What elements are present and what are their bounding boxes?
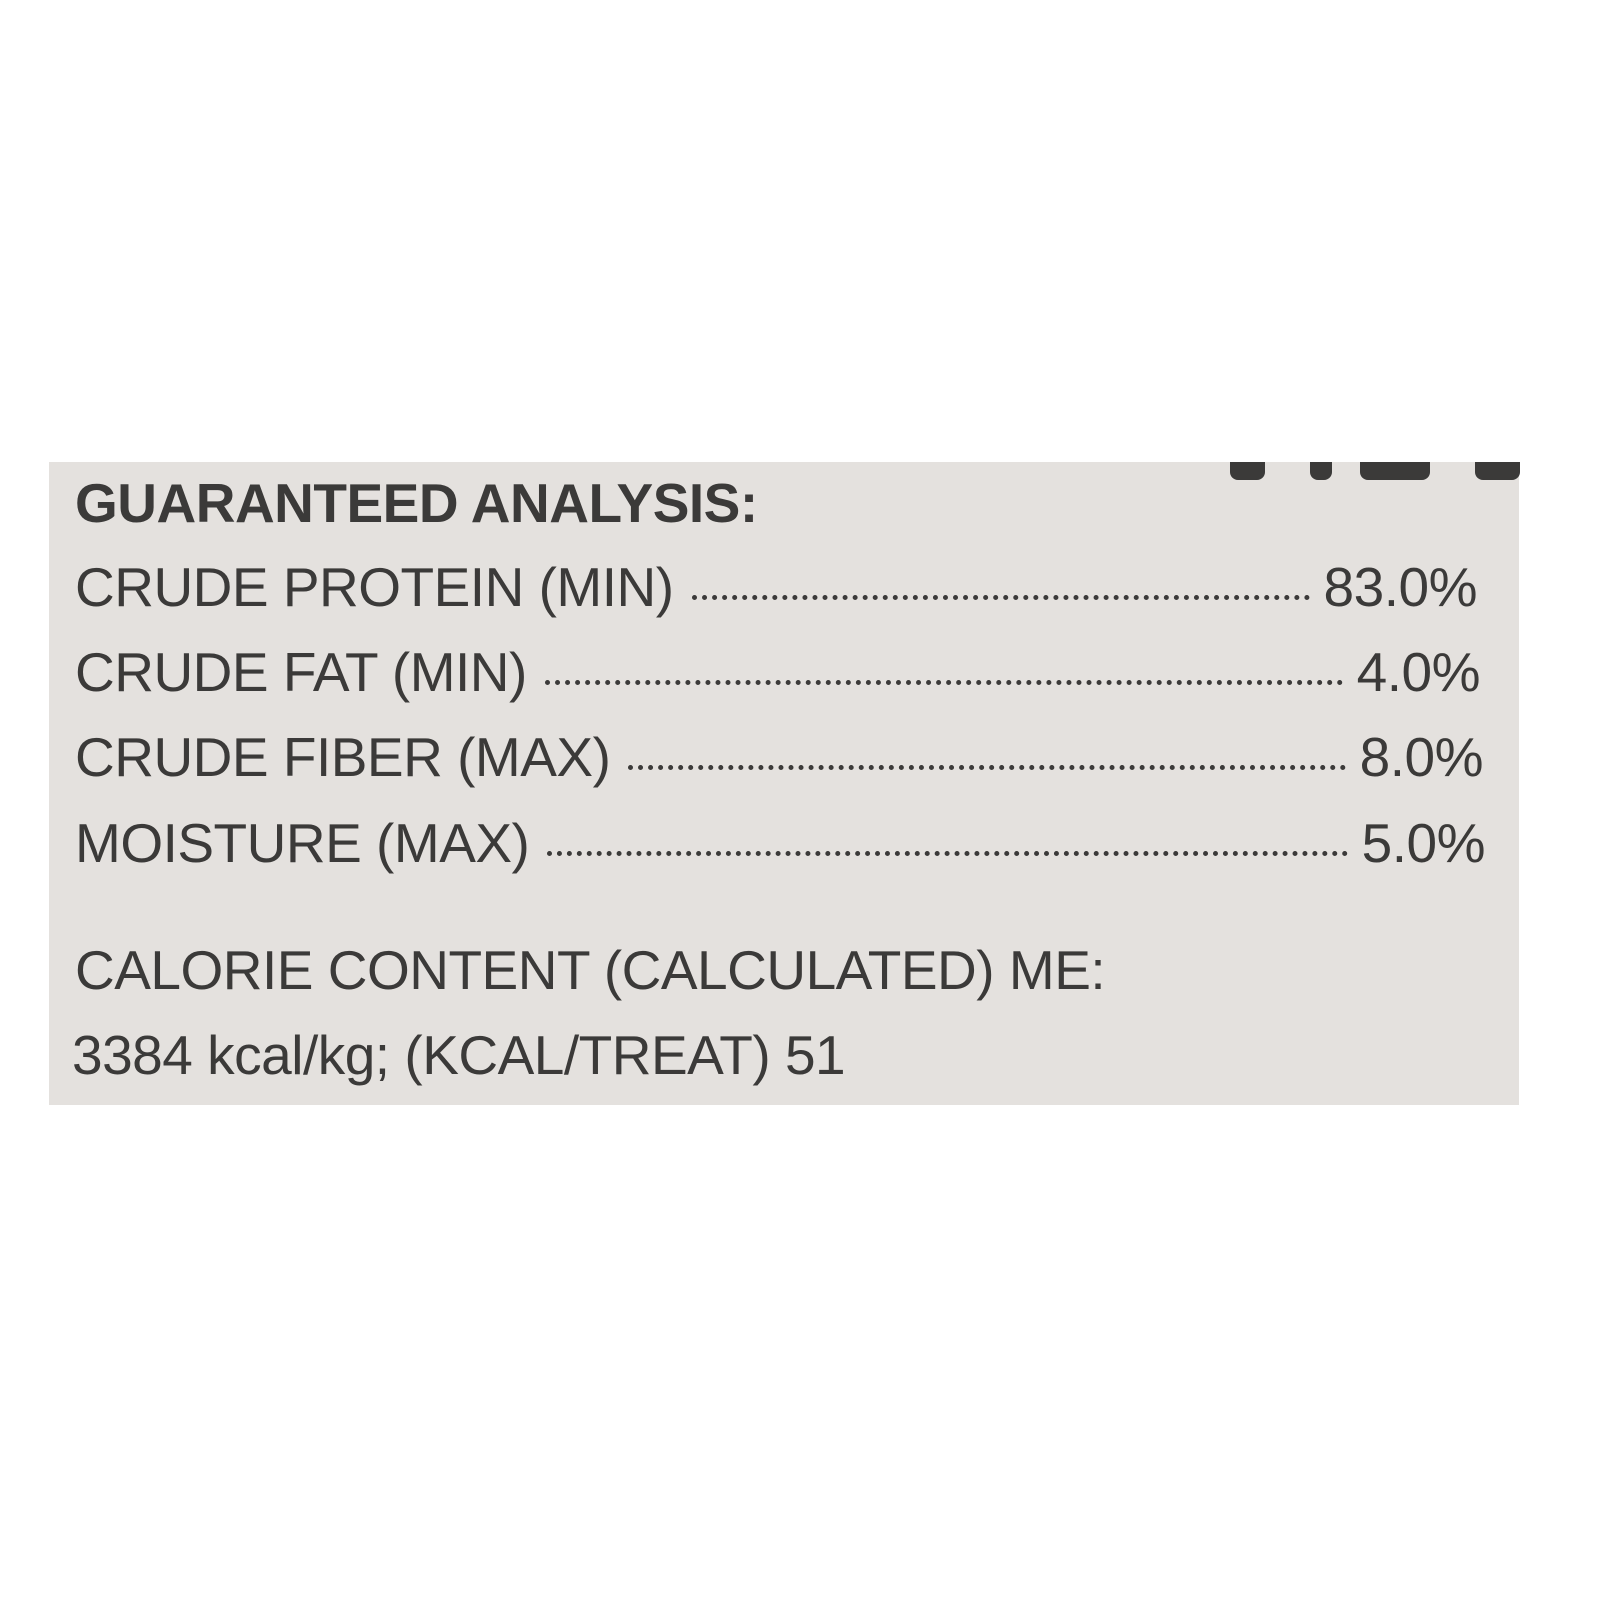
label-panel bbox=[49, 462, 1519, 1105]
cropped-text-fragment bbox=[1310, 462, 1332, 480]
dot-leader bbox=[547, 851, 1348, 856]
nutrient-name: MOISTURE (MAX) bbox=[75, 812, 530, 874]
nutrient-value: 83.0% bbox=[1323, 556, 1478, 618]
dot-leader bbox=[628, 765, 1346, 770]
calorie-value: 3384 kcal/kg; (KCAL/TREAT) 51 bbox=[72, 1024, 846, 1086]
nutrient-value: 4.0% bbox=[1356, 641, 1481, 703]
dot-leader bbox=[691, 595, 1310, 600]
cropped-text-fragment bbox=[1230, 462, 1265, 480]
analysis-row: CRUDE FIBER (MAX) 8.0% bbox=[75, 726, 1484, 788]
nutrient-value: 8.0% bbox=[1359, 726, 1484, 788]
nutrient-name: CRUDE FIBER (MAX) bbox=[75, 726, 611, 788]
dot-leader bbox=[544, 680, 1343, 685]
cropped-text-fragment bbox=[1475, 462, 1520, 480]
analysis-row: CRUDE PROTEIN (MIN) 83.0% bbox=[75, 556, 1478, 618]
analysis-row: MOISTURE (MAX) 5.0% bbox=[75, 812, 1486, 874]
analysis-row: CRUDE FAT (MIN) 4.0% bbox=[75, 641, 1481, 703]
calorie-heading: CALORIE CONTENT (CALCULATED) ME: bbox=[75, 939, 1106, 1001]
nutrient-value: 5.0% bbox=[1361, 812, 1486, 874]
nutrient-name: CRUDE PROTEIN (MIN) bbox=[75, 556, 674, 618]
cropped-text-fragment bbox=[1360, 462, 1430, 480]
analysis-heading: GUARANTEED ANALYSIS: bbox=[75, 472, 758, 534]
nutrient-name: CRUDE FAT (MIN) bbox=[75, 641, 527, 703]
